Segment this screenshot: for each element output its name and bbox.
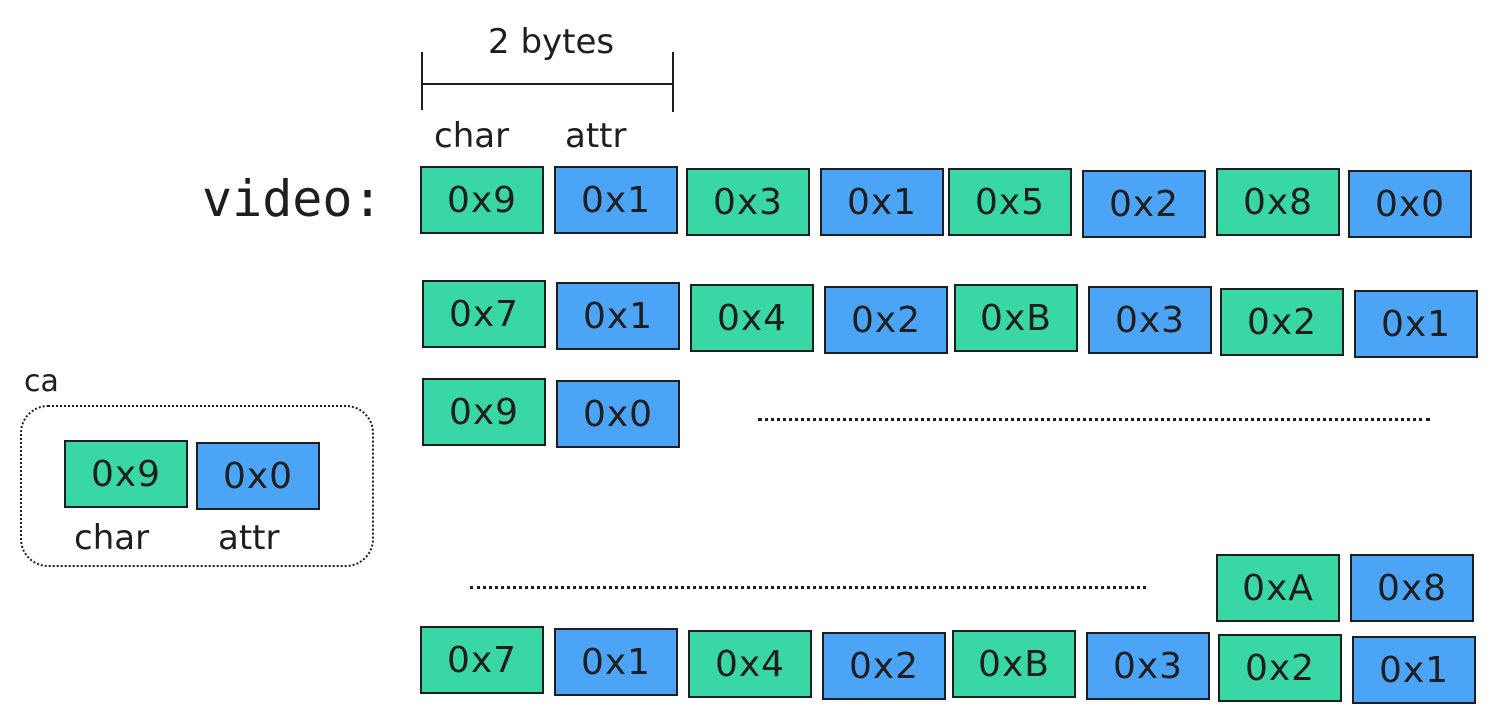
ca-attr-label: attr [218, 518, 280, 558]
width-bracket-line [422, 83, 674, 85]
video-cell-char: 0xB [952, 630, 1076, 698]
width-label: 2 bytes [488, 22, 615, 62]
column-label-char: char [434, 116, 510, 156]
video-cell-attr: 0x0 [556, 380, 680, 448]
video-cell-char: 0xB [954, 284, 1078, 352]
video-cell-char: 0x4 [690, 284, 814, 352]
video-cell-char: 0x4 [688, 630, 812, 698]
video-cell-attr: 0x2 [1082, 170, 1206, 238]
video-cell-attr: 0x2 [824, 286, 948, 354]
video-cell-char: 0x9 [422, 378, 546, 446]
video-cell-char: 0x3 [686, 168, 810, 236]
video-cell-attr: 0x2 [822, 632, 946, 700]
video-cell-char: 0x7 [420, 626, 544, 694]
continuation-dots [758, 418, 1430, 421]
ca-attr-cell: 0x0 [196, 442, 320, 510]
video-cell-char: 0x2 [1218, 634, 1342, 702]
video-cell-attr: 0x0 [1348, 170, 1472, 238]
video-cell-attr: 0x1 [1352, 636, 1476, 704]
video-cell-attr: 0x1 [1354, 290, 1478, 358]
video-cell-attr: 0x1 [554, 628, 678, 696]
video-cell-char: 0x5 [948, 168, 1072, 236]
video-cell-char: 0x9 [420, 166, 544, 234]
ca-label: ca [24, 364, 59, 399]
video-cell-char: 0x8 [1216, 168, 1340, 236]
width-bracket-right-tick [672, 52, 674, 112]
video-cell-attr: 0x3 [1088, 286, 1212, 354]
width-bracket-left-tick [421, 52, 423, 110]
video-label: video: [202, 170, 383, 228]
video-cell-char: 0x7 [422, 280, 546, 348]
ca-container [20, 405, 374, 567]
video-cell-attr: 0x8 [1350, 554, 1474, 622]
ca-char-label: char [74, 518, 150, 558]
video-cell-char: 0x2 [1220, 288, 1344, 356]
ca-char-cell: 0x9 [64, 440, 188, 508]
video-cell-attr: 0x3 [1086, 632, 1210, 700]
continuation-dots [470, 586, 1146, 589]
video-cell-attr: 0x1 [820, 168, 944, 236]
video-cell-attr: 0x1 [556, 282, 680, 350]
column-label-attr: attr [565, 116, 627, 156]
video-cell-char: 0xA [1216, 554, 1340, 622]
video-cell-attr: 0x1 [554, 166, 678, 234]
